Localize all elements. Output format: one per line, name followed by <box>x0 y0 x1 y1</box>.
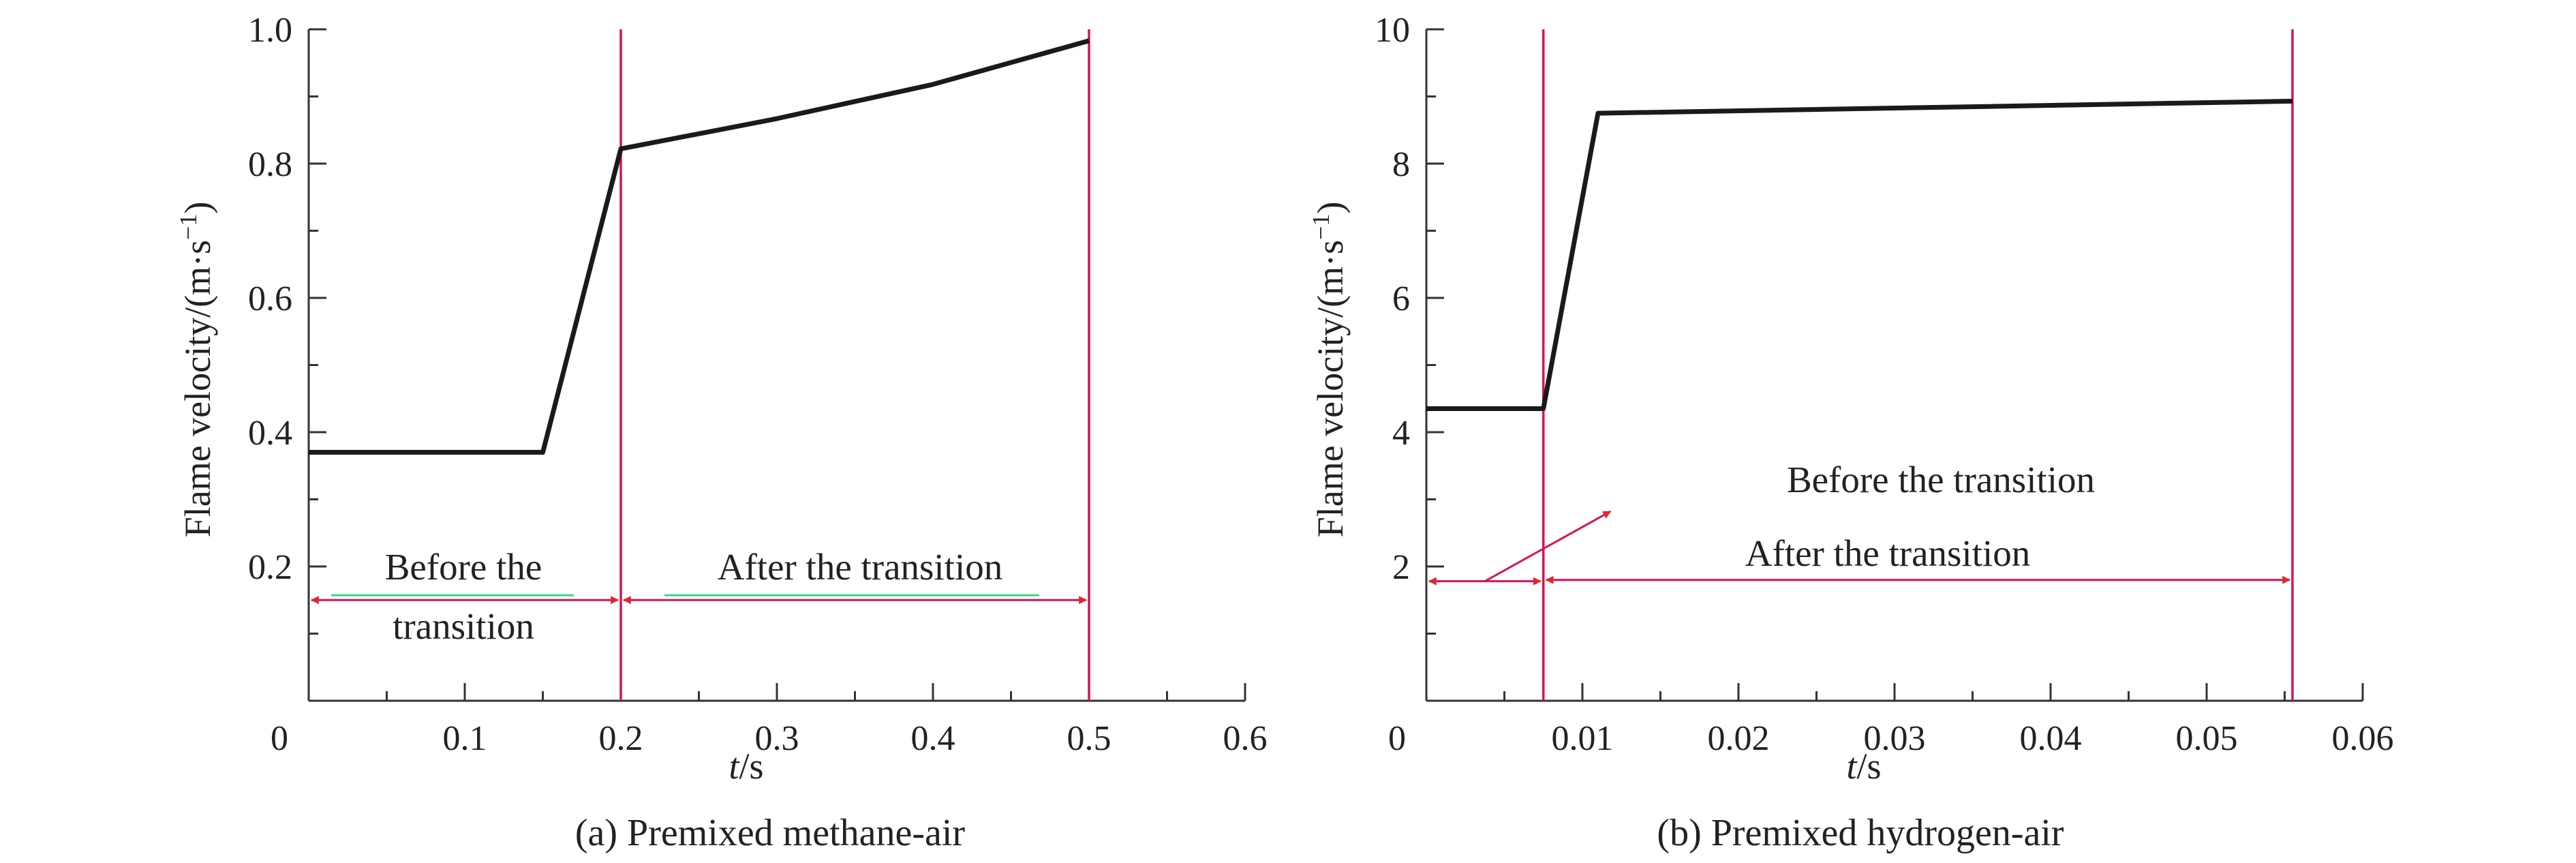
x-tick-label: 0.04 <box>2020 719 2082 758</box>
x-tick-label: 0.2 <box>599 719 643 758</box>
caption-b: (b) Premixed hydrogen-air <box>1657 812 2064 854</box>
y-axis-title: Flame velocity/(m·s−1) <box>174 202 218 538</box>
y-tick-label: 10 <box>1375 11 1410 50</box>
y-tick-labels: 2 4 6 8 10 <box>1375 11 1410 587</box>
plot-frame <box>1425 28 2364 702</box>
y-axis-label: Flame velocity/(m·s <box>1310 240 1351 537</box>
annotation-after: After the transition <box>718 546 1003 588</box>
x-tick-label: 0.4 <box>911 719 955 758</box>
series-layer <box>309 38 1090 455</box>
series-layer <box>1426 98 2293 412</box>
y-tick-label: 0.8 <box>248 145 292 184</box>
y-axis-sup: −1 <box>174 214 202 240</box>
y-tick-label: 4 <box>1392 414 1410 453</box>
y-tick-label: 8 <box>1392 145 1410 184</box>
y-tick-label: 0.2 <box>248 548 292 587</box>
x-tick-label: 0.05 <box>2176 719 2238 758</box>
x-tick-label: 0.06 <box>2332 719 2394 758</box>
pointer-arrow <box>1484 510 1612 582</box>
y-axis-close: ) <box>177 202 218 214</box>
annotation-arrows <box>310 594 1088 605</box>
x-axis-var: t <box>1846 746 1858 787</box>
series-line <box>1426 98 2293 412</box>
chart-panel-methane: 00.10.20.30.40.50.60 0.20.40.60.81.0 Bef… <box>174 11 1268 854</box>
annotation-before-line2: transition <box>393 605 534 647</box>
y-tick-label: 6 <box>1392 279 1410 318</box>
origin-label: 0 <box>271 719 288 758</box>
y-axis-label: Flame velocity/(m·s <box>177 240 218 537</box>
annotation-before: Before the transition <box>1787 459 2095 500</box>
x-tick-label: 0.1 <box>443 719 487 758</box>
y-axis-title: Flame velocity/(m·s−1) <box>1307 202 1351 538</box>
x-tick-label: 0.01 <box>1552 719 1614 758</box>
x-tick-label: 0.5 <box>1067 719 1111 758</box>
x-tick-label: 0.3 <box>755 719 799 758</box>
y-tick-label: 0.6 <box>248 279 292 318</box>
x-tick-labels: 00.010.020.030.040.050.060 <box>1388 719 2394 758</box>
x-axis-title: t/s <box>729 746 763 787</box>
y-axis-close: ) <box>1310 202 1351 214</box>
x-tick-labels: 00.10.20.30.40.50.60 <box>271 719 1268 758</box>
transition-lines <box>1542 29 2294 701</box>
x-axis-title: t/s <box>1846 746 1881 787</box>
y-tick-label: 1.0 <box>248 11 292 50</box>
series-line <box>309 38 1090 455</box>
transition-lines <box>619 29 1090 701</box>
y-tick-labels: 0.2 0.4 0.6 0.8 1.0 <box>248 11 292 587</box>
origin-label: 0 <box>1388 719 1406 758</box>
annotation-after: After the transition <box>1745 532 2031 574</box>
x-axis-unit: /s <box>1856 746 1881 787</box>
annotation-before-line1: Before the <box>385 546 542 588</box>
y-tick-label: 2 <box>1392 548 1410 587</box>
caption-a: (a) Premixed methane-air <box>575 812 966 854</box>
x-tick-label: 0.6 <box>1223 719 1268 758</box>
x-tick-label: 0.02 <box>1708 719 1770 758</box>
x-tick-label: 0.03 <box>1864 719 1926 758</box>
x-axis-unit: /s <box>739 746 763 787</box>
annotation-arrows <box>1428 510 2291 586</box>
x-axis-var: t <box>729 746 740 787</box>
y-axis-sup: −1 <box>1307 214 1334 240</box>
y-tick-label: 0.4 <box>248 414 292 453</box>
